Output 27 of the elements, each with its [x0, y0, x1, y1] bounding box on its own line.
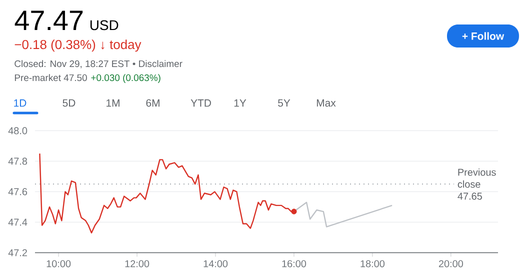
text: + Follow [462, 32, 504, 40]
text: Pre-market 47.50 [14, 74, 87, 82]
y-tick-label: 48.0 [8, 127, 28, 134]
text: −0.18 (0.38%) ↓ today [14, 40, 142, 52]
text: 6M [146, 99, 160, 107]
y-tick-label: 47.8 [8, 158, 28, 165]
x-tick-label: 16:00 [282, 260, 306, 268]
chart-title: 47.47 [14, 10, 83, 30]
text: 5Y [278, 99, 290, 107]
text: Closed: Nov 29, 18:27 EST • Disclaimer [14, 60, 182, 68]
text: USD [90, 20, 118, 30]
text: 1D [14, 99, 26, 107]
text: 1Y [234, 99, 246, 107]
text: Max [316, 99, 336, 107]
x-tick-label: 14:00 [204, 260, 228, 268]
ref-line-label: Previous close 47.65 [458, 168, 496, 200]
text: 5D [62, 99, 76, 107]
x-tick-label: 20:00 [438, 260, 463, 268]
x-tick-label: 10:00 [46, 260, 71, 268]
text: YTD [190, 99, 211, 107]
y-tick-label: 47.2 [8, 249, 27, 256]
y-tick-label: 47.6 [8, 188, 28, 196]
y-tick-label: 47.4 [8, 218, 28, 226]
text: 1M [106, 99, 120, 107]
x-tick-label: 12:00 [125, 260, 150, 268]
text: +0.030 (0.063%) [91, 74, 160, 83]
x-tick-label: 18:00 [360, 260, 385, 268]
